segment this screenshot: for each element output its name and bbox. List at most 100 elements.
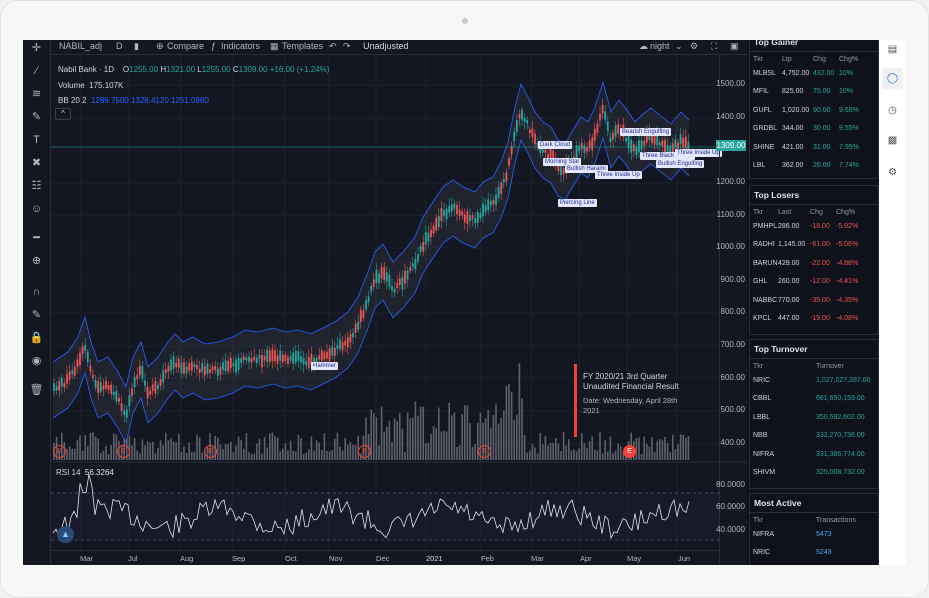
watchlist-icon[interactable]: ▤ — [887, 44, 898, 55]
fullscreen-icon[interactable]: ⛶ — [711, 41, 718, 51]
table-row[interactable]: GRDBL 344.00 30.00 9.55% — [750, 121, 878, 139]
chart-logo-icon[interactable]: ▲ — [57, 526, 74, 543]
chevron-down-icon[interactable]: ⌄ — [675, 41, 683, 51]
time-label: May — [627, 554, 642, 563]
symbol-title[interactable]: Nabil Bank · 1D — [58, 65, 115, 74]
pattern-label[interactable]: Three Black Crows — [640, 152, 695, 160]
price-axis[interactable]: 1500.00 1400.00 1200.00 1100.00 1000.00 … — [716, 55, 748, 563]
interval-button[interactable]: D — [116, 41, 123, 51]
table-row[interactable]: NABBC 770.00 -35.00 -4.35% — [750, 293, 878, 311]
table-row[interactable]: BARUN 429.00 -22.00 -4.88% — [750, 256, 878, 274]
emoji-icon[interactable]: ☺ — [30, 203, 43, 215]
brush-icon[interactable]: ✎ — [31, 111, 42, 123]
earnings-badge[interactable]: E — [204, 445, 217, 458]
candle-body — [349, 334, 352, 343]
clock-icon[interactable]: ◷ — [888, 105, 897, 116]
table-row[interactable]: RADHI 1,145.00 -61.00 -5.06% — [750, 237, 878, 255]
table-row[interactable]: MLBSL 4,752.00 432.00 10% — [750, 66, 878, 84]
earnings-badge[interactable]: E — [358, 445, 371, 458]
bb-label[interactable]: BB 20 2 — [58, 96, 87, 105]
earnings-badge[interactable]: E — [478, 445, 491, 458]
col-header[interactable]: Tkr — [753, 209, 764, 216]
fib-icon[interactable]: ≋ — [31, 88, 42, 100]
zoom-in-icon[interactable]: ⊕ — [31, 255, 42, 267]
rsi-label[interactable]: RSI 14 — [56, 468, 81, 477]
col-header[interactable]: Chg% — [839, 56, 859, 63]
market-drop-icon[interactable]: ◯ — [882, 68, 903, 89]
table-row[interactable]: NIFRA 5473 — [750, 527, 878, 545]
pattern-label[interactable]: Three Inside Up — [675, 149, 722, 157]
volume-bar — [432, 426, 435, 460]
adjustment-toggle[interactable]: Unadjusted — [363, 41, 409, 51]
col-header[interactable]: Chg — [813, 56, 826, 63]
table-row[interactable]: GUFL 1,020.00 90.00 9.68% — [750, 103, 878, 121]
table-row[interactable]: NBB 332,270,736.00 — [750, 428, 878, 446]
pattern-label[interactable]: Morning Star — [543, 158, 582, 166]
table-row[interactable]: SHIVM 325,008,732.00 — [750, 465, 878, 483]
compare-button[interactable]: Compare — [167, 41, 205, 51]
pattern-label[interactable]: Three Inside Up — [595, 171, 642, 179]
camera-icon[interactable]: ▣ — [730, 41, 739, 51]
cloud-icon[interactable]: ☁ — [639, 41, 648, 51]
settings-icon[interactable]: ⚙ — [888, 167, 897, 178]
earnings-badge[interactable]: E — [53, 445, 66, 458]
lock-drawing-icon[interactable]: ✎ — [31, 309, 42, 321]
indicators-button[interactable]: Indicators — [221, 41, 261, 51]
volume-bar — [79, 435, 81, 460]
magnet-icon[interactable]: ∩ — [32, 286, 41, 298]
pattern-label[interactable]: Bullish Engulfing — [656, 160, 705, 168]
candle-style-icon[interactable]: ▮ — [134, 41, 139, 51]
col-header[interactable]: Turnover — [816, 363, 844, 370]
candle-body — [268, 350, 271, 362]
pattern-label[interactable]: Hammer — [311, 362, 339, 370]
col-header[interactable]: Last — [778, 209, 792, 216]
crosshair-icon[interactable]: ✛ — [31, 42, 42, 54]
table-row[interactable]: CBBL 681,650,159.00 — [750, 391, 878, 409]
pattern-icon[interactable]: ✖ — [31, 157, 42, 169]
table-row[interactable]: NRIC 5243 — [750, 545, 878, 563]
pattern-label[interactable]: Piercing Line — [558, 199, 597, 207]
pattern-label[interactable]: Bearish Engulfing — [620, 128, 672, 136]
prediction-icon[interactable]: ☷ — [31, 180, 42, 192]
theme-select[interactable]: night — [650, 41, 670, 51]
text-icon[interactable]: T — [33, 134, 40, 146]
table-row[interactable]: MFIL 825.00 75.00 10% — [750, 84, 878, 102]
table-row[interactable]: GHL 260.00 -12.00 -4.41% — [750, 274, 878, 292]
templates-icon[interactable]: ▦ — [270, 41, 279, 51]
indicators-icon[interactable]: ƒ — [211, 41, 217, 51]
col-header[interactable]: Chg — [810, 209, 823, 216]
earnings-badge-active[interactable]: E — [623, 445, 636, 458]
compare-icon[interactable]: ⊕ — [156, 41, 164, 51]
table-row[interactable]: LBL 362.00 26.00 7.74% — [750, 158, 878, 176]
settings-gear-icon[interactable]: ⚙ — [690, 41, 699, 51]
templates-button[interactable]: Templates — [282, 41, 324, 51]
price-chart[interactable] — [23, 40, 747, 565]
briefcase-icon[interactable]: ▩ — [887, 135, 898, 146]
pattern-label[interactable]: Bullish Harami — [565, 165, 608, 173]
trend-line-icon[interactable]: ∕ — [35, 65, 38, 77]
time-axis[interactable]: Mar Jul Aug Sep Oct Nov Dec 2021 Feb Mar… — [51, 550, 719, 565]
col-header[interactable]: Chg% — [836, 209, 856, 216]
earnings-badge[interactable]: E — [117, 445, 130, 458]
trash-icon[interactable]: 🗑 — [29, 384, 44, 396]
table-row[interactable]: SHINE 421.00 31.00 7.95% — [750, 140, 878, 158]
symbol-search[interactable]: NABIL_adj — [59, 41, 103, 51]
table-row[interactable]: NIFRA 331,386,774.00 — [750, 447, 878, 465]
collapse-legend-button[interactable]: ^ — [55, 108, 71, 120]
col-header[interactable]: Tkr — [753, 56, 764, 63]
col-header[interactable]: Tkr — [753, 363, 764, 370]
undo-icon[interactable]: ↶ — [329, 41, 337, 51]
redo-icon[interactable]: ↷ — [343, 41, 351, 51]
ruler-icon[interactable]: ━ — [33, 232, 40, 244]
pattern-label[interactable]: Dark Cloud — [538, 141, 573, 149]
lock-icon[interactable]: 🔒 — [29, 332, 44, 344]
col-header[interactable]: Ltp — [782, 56, 792, 63]
table-row[interactable]: LBBL 350,592,602.00 — [750, 410, 878, 428]
col-header[interactable]: Tkr — [753, 517, 764, 524]
table-row[interactable]: KPCL 447.00 -19.00 -4.08% — [750, 311, 878, 329]
col-header[interactable]: Transactions — [816, 517, 856, 524]
table-row[interactable]: PMHPL 286.00 -18.00 -5.92% — [750, 219, 878, 237]
news-callout[interactable]: FY 2020/21 3rd Quarter Unaudited Financi… — [583, 372, 679, 416]
table-row[interactable]: NRIC 1,027,027,287.00 — [750, 373, 878, 391]
eye-icon[interactable]: ◉ — [31, 355, 42, 367]
